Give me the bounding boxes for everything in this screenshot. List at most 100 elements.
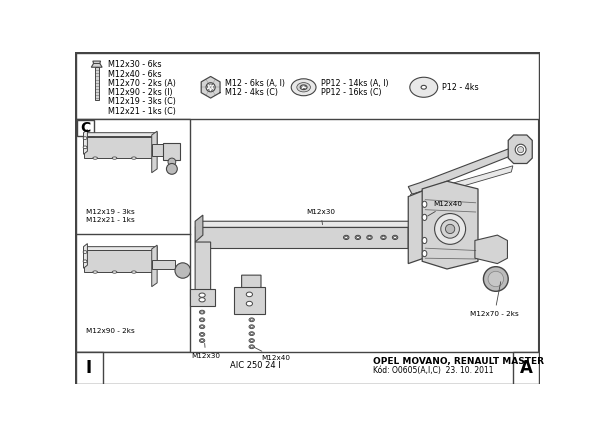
Ellipse shape [200,311,203,313]
Ellipse shape [200,319,203,321]
Text: M12x90 - 2ks: M12x90 - 2ks [86,328,134,334]
Ellipse shape [199,298,205,302]
Ellipse shape [368,236,371,238]
Text: M12 - 6ks (A, I): M12 - 6ks (A, I) [226,79,286,88]
Ellipse shape [83,146,87,149]
Ellipse shape [291,79,316,96]
Ellipse shape [392,235,398,239]
Bar [95,67,98,100]
Ellipse shape [83,137,87,140]
Circle shape [206,83,215,92]
Ellipse shape [199,318,205,322]
Text: M12x70 - 2ks (A): M12x70 - 2ks (A) [107,79,175,88]
Ellipse shape [297,83,310,92]
Polygon shape [83,130,88,154]
Ellipse shape [112,271,117,273]
Ellipse shape [422,238,427,244]
Text: BOSSTOW: BOSSTOW [150,198,496,257]
Ellipse shape [199,333,205,337]
Text: A: A [520,359,532,377]
Polygon shape [91,64,102,67]
Bar [76,352,103,384]
Ellipse shape [344,235,349,239]
Text: M12x40: M12x40 [428,201,462,216]
Ellipse shape [199,339,205,343]
Ellipse shape [131,157,136,159]
Circle shape [515,144,526,155]
Text: M12x40 - 6ks: M12x40 - 6ks [107,70,161,79]
Ellipse shape [249,325,254,329]
Ellipse shape [250,333,253,335]
Text: M12x90 - 2ks (I): M12x90 - 2ks (I) [107,88,172,97]
Ellipse shape [355,235,361,239]
Ellipse shape [199,325,205,329]
Bar [513,352,539,384]
Ellipse shape [394,236,397,238]
Ellipse shape [422,251,427,257]
Polygon shape [153,133,157,158]
Polygon shape [201,76,220,98]
Ellipse shape [246,292,253,297]
Text: ®: ® [391,216,402,226]
Ellipse shape [93,271,97,273]
Polygon shape [83,247,157,251]
Ellipse shape [249,332,254,336]
Ellipse shape [131,271,136,273]
Polygon shape [83,244,88,268]
Bar [163,143,181,160]
Polygon shape [153,247,157,272]
Text: AIC 250 24 I: AIC 250 24 I [230,361,281,370]
Ellipse shape [83,251,87,254]
Text: C: C [81,121,91,135]
Bar [77,121,94,136]
Text: M12x70 - 2ks: M12x70 - 2ks [470,282,519,317]
Text: M12x19 - 3ks (C): M12x19 - 3ks (C) [107,97,175,106]
Circle shape [166,163,178,174]
Polygon shape [83,251,153,272]
Polygon shape [408,144,524,194]
Text: M12x30 - 6ks: M12x30 - 6ks [107,60,161,70]
Text: OPEL MOVANO, RENAULT MASTER: OPEL MOVANO, RENAULT MASTER [373,357,544,366]
Ellipse shape [200,326,203,328]
Text: Kód: O0605(A,I,C)  23. 10. 2011: Kód: O0605(A,I,C) 23. 10. 2011 [373,366,494,375]
Ellipse shape [83,260,87,263]
Text: G: G [234,192,300,270]
Ellipse shape [250,319,253,321]
Polygon shape [234,287,265,314]
Ellipse shape [250,340,253,342]
Text: PP12 - 16ks (C): PP12 - 16ks (C) [320,88,382,97]
Text: bars: bars [359,236,418,260]
Bar [76,119,190,352]
Polygon shape [475,235,508,264]
Circle shape [441,220,460,238]
Ellipse shape [200,340,203,342]
Polygon shape [242,275,261,298]
Ellipse shape [344,236,348,238]
Polygon shape [195,221,416,227]
Ellipse shape [246,302,253,306]
Polygon shape [190,289,215,306]
Polygon shape [422,181,478,269]
Text: M12x21 - 1ks: M12x21 - 1ks [86,217,134,223]
Bar [152,144,171,156]
Ellipse shape [421,86,427,89]
Text: PP12 - 14ks (A, I): PP12 - 14ks (A, I) [320,79,388,88]
Polygon shape [410,166,513,200]
Ellipse shape [249,339,254,343]
Polygon shape [152,131,157,173]
Polygon shape [83,137,153,158]
Ellipse shape [250,326,253,328]
Ellipse shape [422,201,427,207]
Text: M12 - 4ks (C): M12 - 4ks (C) [226,88,278,97]
Text: I: I [86,359,92,377]
Circle shape [484,267,508,291]
Ellipse shape [410,77,438,97]
Ellipse shape [199,293,205,297]
Text: M12x30: M12x30 [306,209,335,225]
Polygon shape [195,242,211,305]
Ellipse shape [199,310,205,314]
Ellipse shape [249,318,254,322]
Bar [76,53,539,119]
Ellipse shape [200,334,203,336]
Ellipse shape [300,85,307,89]
